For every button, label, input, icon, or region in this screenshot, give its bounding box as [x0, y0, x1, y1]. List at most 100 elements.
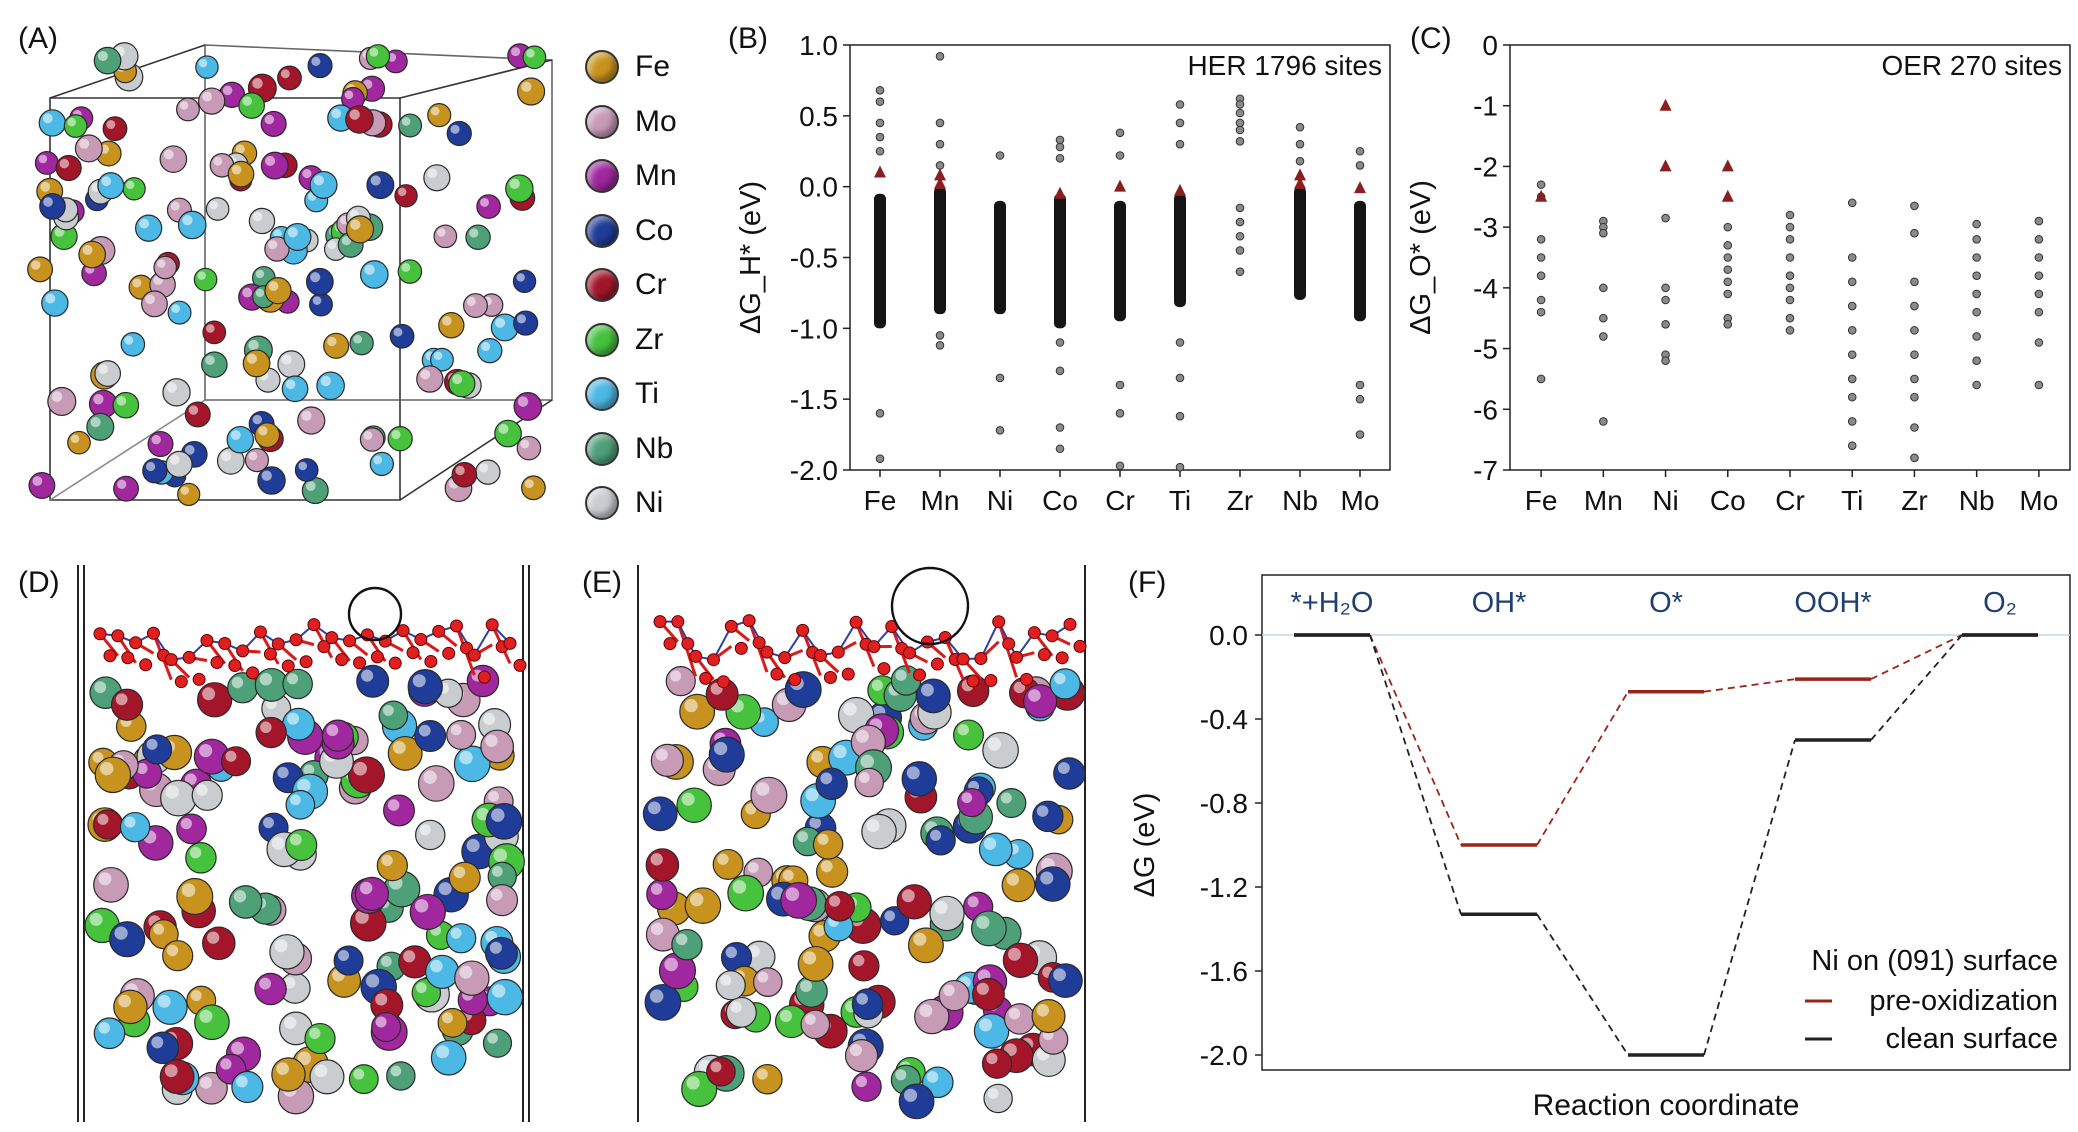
atom-body: [109, 921, 146, 958]
atom: [294, 458, 319, 482]
legend-label: Cr: [635, 268, 667, 302]
atom-body: [94, 360, 122, 387]
legend-swatch: [585, 431, 619, 466]
atom-highlight: [350, 219, 361, 230]
atom-highlight: [442, 316, 452, 326]
adsorbate-highlight-circle: [347, 586, 403, 642]
legend-item: Fe: [585, 40, 725, 95]
oxygen-atom: [236, 644, 250, 658]
atom-body: [277, 65, 302, 91]
state-label: *+H₂O: [1291, 587, 1374, 619]
atom-body: [285, 789, 316, 820]
atom-highlight: [689, 892, 704, 907]
atom: [27, 256, 54, 283]
atom-highlight: [115, 693, 128, 706]
atom-body: [39, 193, 66, 220]
atom-highlight: [1013, 681, 1026, 694]
atom-highlight: [1057, 762, 1070, 774]
x-tick-label: Nb: [1282, 485, 1318, 516]
y-tick-label: -7: [1473, 455, 1498, 486]
oxygen-atom: [903, 646, 917, 660]
highlight-site-marker: [1294, 176, 1306, 189]
atom-body: [725, 996, 757, 1028]
atom: [446, 120, 472, 147]
site-point: [1115, 409, 1125, 418]
atom-highlight: [423, 770, 437, 784]
highlight-site-marker: [1054, 186, 1066, 199]
alloy-structure-box: [27, 42, 553, 507]
highlight-site-marker: [1174, 183, 1186, 196]
y-tick-label: 0: [1482, 30, 1498, 61]
atom: [227, 160, 255, 188]
atom: [644, 983, 682, 1021]
highlight-site-marker: [1721, 189, 1734, 202]
atom: [371, 1011, 402, 1043]
atom: [485, 803, 523, 840]
site-point: [1599, 332, 1608, 341]
site-point: [1847, 198, 1857, 208]
atom-highlight: [235, 144, 245, 154]
dense-site-band: [1174, 193, 1186, 308]
x-tick-label: Nb: [1959, 485, 1995, 516]
y-axis-label: ΔG_O* (eV): [1410, 180, 1437, 335]
atom-body: [228, 885, 263, 919]
atom-highlight: [231, 1041, 245, 1055]
atom: [417, 765, 455, 802]
atom-body: [63, 114, 88, 138]
atom-highlight: [97, 50, 108, 62]
site-point: [1599, 283, 1608, 293]
atom-highlight: [926, 1071, 939, 1083]
atom-body: [1002, 942, 1039, 978]
oxygen-atom: [1037, 648, 1051, 662]
atom-highlight: [516, 273, 525, 282]
atom-body: [264, 277, 292, 305]
atom-body: [407, 669, 443, 705]
site-point: [1175, 373, 1185, 383]
atom-highlight: [338, 950, 350, 962]
atom: [257, 466, 286, 495]
atom-highlight: [852, 954, 865, 967]
atom-highlight: [957, 724, 969, 736]
oxygen-atom: [788, 673, 802, 687]
atom-highlight: [255, 269, 265, 279]
site-point: [1599, 417, 1608, 426]
oxygen-atom: [671, 615, 685, 629]
atom-highlight: [181, 883, 196, 898]
site-point: [1115, 380, 1125, 390]
atom-highlight: [98, 1022, 110, 1034]
atom-body: [304, 1022, 336, 1055]
atom-highlight: [987, 1088, 999, 1099]
oxygen-atom: [930, 657, 944, 671]
site-point: [1785, 222, 1795, 232]
atom-body: [485, 803, 523, 840]
atom-highlight: [800, 980, 812, 993]
atom-highlight: [114, 926, 128, 940]
atom: [1003, 1003, 1036, 1035]
atom-body: [383, 794, 415, 827]
atom-highlight: [98, 872, 112, 886]
oxygen-atom: [271, 637, 285, 651]
atom: [774, 1004, 809, 1039]
atom-body: [260, 110, 287, 137]
atom: [780, 882, 818, 919]
atom-body: [159, 1059, 195, 1095]
atom: [63, 114, 88, 138]
atom: [973, 1013, 1010, 1049]
atom: [494, 419, 522, 448]
atom-body: [812, 829, 844, 860]
site-point: [875, 454, 885, 463]
atom: [490, 313, 519, 342]
site-point: [1536, 271, 1546, 281]
atom-body: [316, 371, 345, 401]
atom: [844, 1039, 879, 1073]
y-tick-label: 0.0: [1209, 620, 1248, 651]
legend-swatch: [585, 159, 619, 194]
x-tick-label: Co: [1042, 485, 1078, 516]
atom-body: [242, 349, 271, 378]
atom: [394, 184, 418, 208]
y-tick-label: 0.5: [799, 101, 838, 132]
site-point: [1723, 265, 1733, 274]
atom-body: [113, 989, 148, 1025]
oxygen-atom: [289, 633, 303, 647]
atom-highlight: [205, 355, 215, 366]
